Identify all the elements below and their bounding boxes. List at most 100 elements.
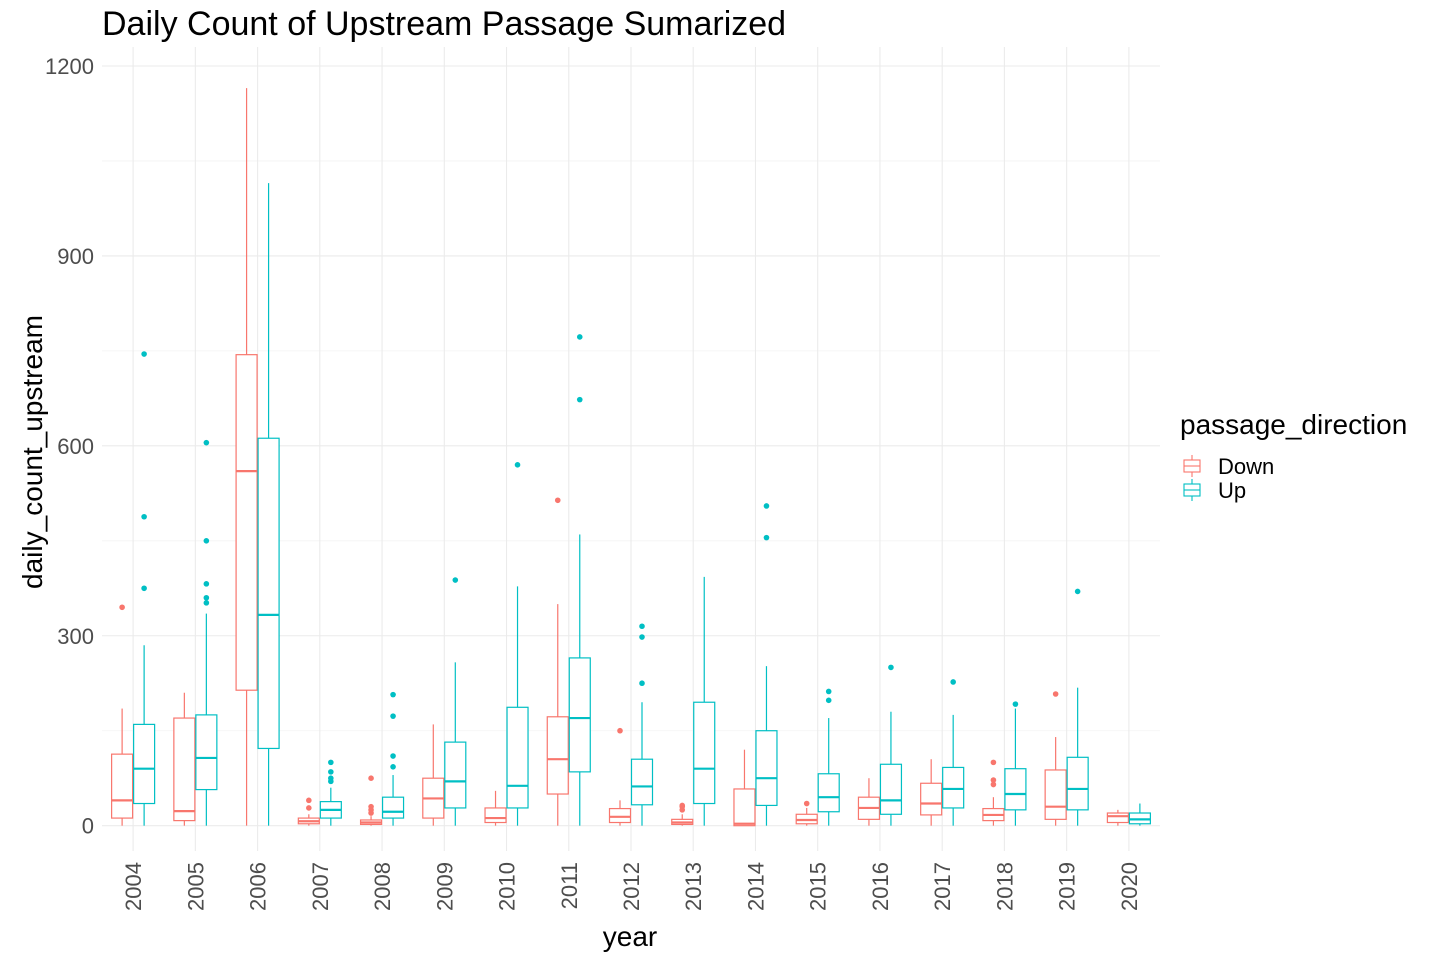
box-down-2007 (297, 797, 320, 826)
box-up-2008 (381, 691, 405, 826)
box-up-2017 (942, 679, 965, 826)
box-iqr (111, 753, 134, 819)
outlier-point (141, 351, 147, 357)
box-iqr (942, 766, 965, 809)
x-tick-label: 2005 (183, 862, 208, 911)
outlier-point (328, 775, 334, 781)
outlier-point (390, 691, 396, 698)
box-down-2005 (173, 692, 196, 826)
x-tick-label: 2019 (1055, 862, 1080, 911)
outlier-point (990, 781, 997, 788)
box-up-2012 (630, 623, 654, 826)
x-tick-label: 2012 (619, 862, 644, 911)
box-down-2004 (111, 604, 134, 826)
box-iqr (1004, 768, 1027, 811)
x-tick-label: 2017 (930, 862, 955, 911)
box-down-2020 (1106, 809, 1129, 826)
outlier-point (576, 396, 583, 403)
box-iqr (173, 717, 196, 822)
y-tick-label: 900 (57, 244, 94, 269)
outlier-point (203, 439, 210, 446)
box-iqr (608, 807, 632, 824)
outlier-point (554, 497, 561, 504)
box-down-2009 (422, 724, 445, 826)
box-up-2009 (444, 577, 467, 826)
box-iqr (733, 788, 756, 827)
box-iqr (1044, 769, 1067, 820)
box-iqr (920, 782, 943, 816)
box-up-2014 (755, 503, 778, 826)
box-iqr (1066, 756, 1089, 811)
x-tick-label: 2014 (743, 862, 768, 911)
box-iqr (755, 730, 778, 807)
box-up-2004 (133, 351, 156, 826)
box-series (111, 88, 1151, 827)
box-down-2013 (671, 802, 694, 826)
legend-key-up: Up (1183, 478, 1246, 503)
box-down-2017 (920, 759, 943, 826)
x-tick-label: 2008 (370, 862, 395, 911)
y-tick-label: 600 (57, 434, 94, 459)
box-iqr (484, 807, 507, 824)
box-iqr (568, 657, 591, 773)
y-axis-title: daily_count_upstream (17, 315, 48, 589)
x-tick-label: 2013 (681, 862, 706, 911)
box-iqr (506, 706, 529, 809)
x-axis-title: year (603, 921, 657, 952)
outlier-point (639, 634, 645, 640)
outlier-point (825, 688, 832, 695)
box-iqr (693, 701, 716, 805)
outlier-point (1074, 588, 1081, 595)
chart-title: Daily Count of Upstream Passage Sumarize… (102, 5, 786, 43)
x-tick-label: 2018 (992, 862, 1017, 911)
outlier-point (328, 759, 334, 766)
box-iqr (444, 741, 467, 809)
grid-lines (102, 47, 1160, 851)
box-up-2015 (817, 688, 840, 826)
x-tick-label: 2010 (495, 862, 520, 911)
outlier-point (203, 537, 210, 544)
box-down-2018 (982, 759, 1005, 826)
outlier-point (203, 581, 210, 587)
box-down-2014 (733, 749, 756, 827)
outlier-point (368, 775, 374, 781)
y-tick-labels: 0 300 600 900 1200 (45, 54, 94, 839)
outlier-point (452, 577, 459, 583)
outlier-point (1052, 691, 1059, 697)
outlier-point (203, 594, 210, 601)
box-iqr (817, 773, 840, 813)
outlier-point (888, 664, 894, 671)
legend-label: Up (1218, 478, 1246, 503)
outlier-point (119, 604, 125, 611)
box-iqr (879, 763, 903, 815)
box-down-2011 (546, 497, 569, 826)
outlier-point (328, 769, 334, 775)
outlier-point (825, 697, 832, 704)
legend-title: passage_direction (1180, 409, 1407, 440)
x-tick-labels: 2004 2005 2006 2007 2008 2009 2010 2011 2012 2013… (121, 862, 1142, 911)
box-up-2010 (506, 462, 529, 826)
outlier-point (679, 802, 686, 809)
outlier-point (1012, 701, 1019, 707)
y-tick-label: 300 (57, 624, 94, 649)
outlier-point (390, 753, 396, 759)
outlier-point (763, 503, 770, 509)
x-tick-label: 2020 (1117, 862, 1142, 911)
x-tick-label: 2011 (557, 862, 582, 909)
outlier-point (141, 513, 147, 520)
box-down-2015 (795, 800, 818, 826)
outlier-point (203, 600, 210, 606)
box-down-2016 (857, 778, 881, 826)
x-tick-label: 2006 (246, 862, 271, 911)
legend-label: Down (1218, 454, 1274, 479)
box-up-2007 (319, 759, 342, 826)
x-tick-label: 2015 (806, 862, 831, 911)
outlier-point (990, 759, 997, 766)
outlier-point (390, 764, 396, 770)
box-up-2005 (195, 439, 218, 826)
outlier-point (306, 805, 312, 811)
outlier-point (141, 585, 147, 592)
